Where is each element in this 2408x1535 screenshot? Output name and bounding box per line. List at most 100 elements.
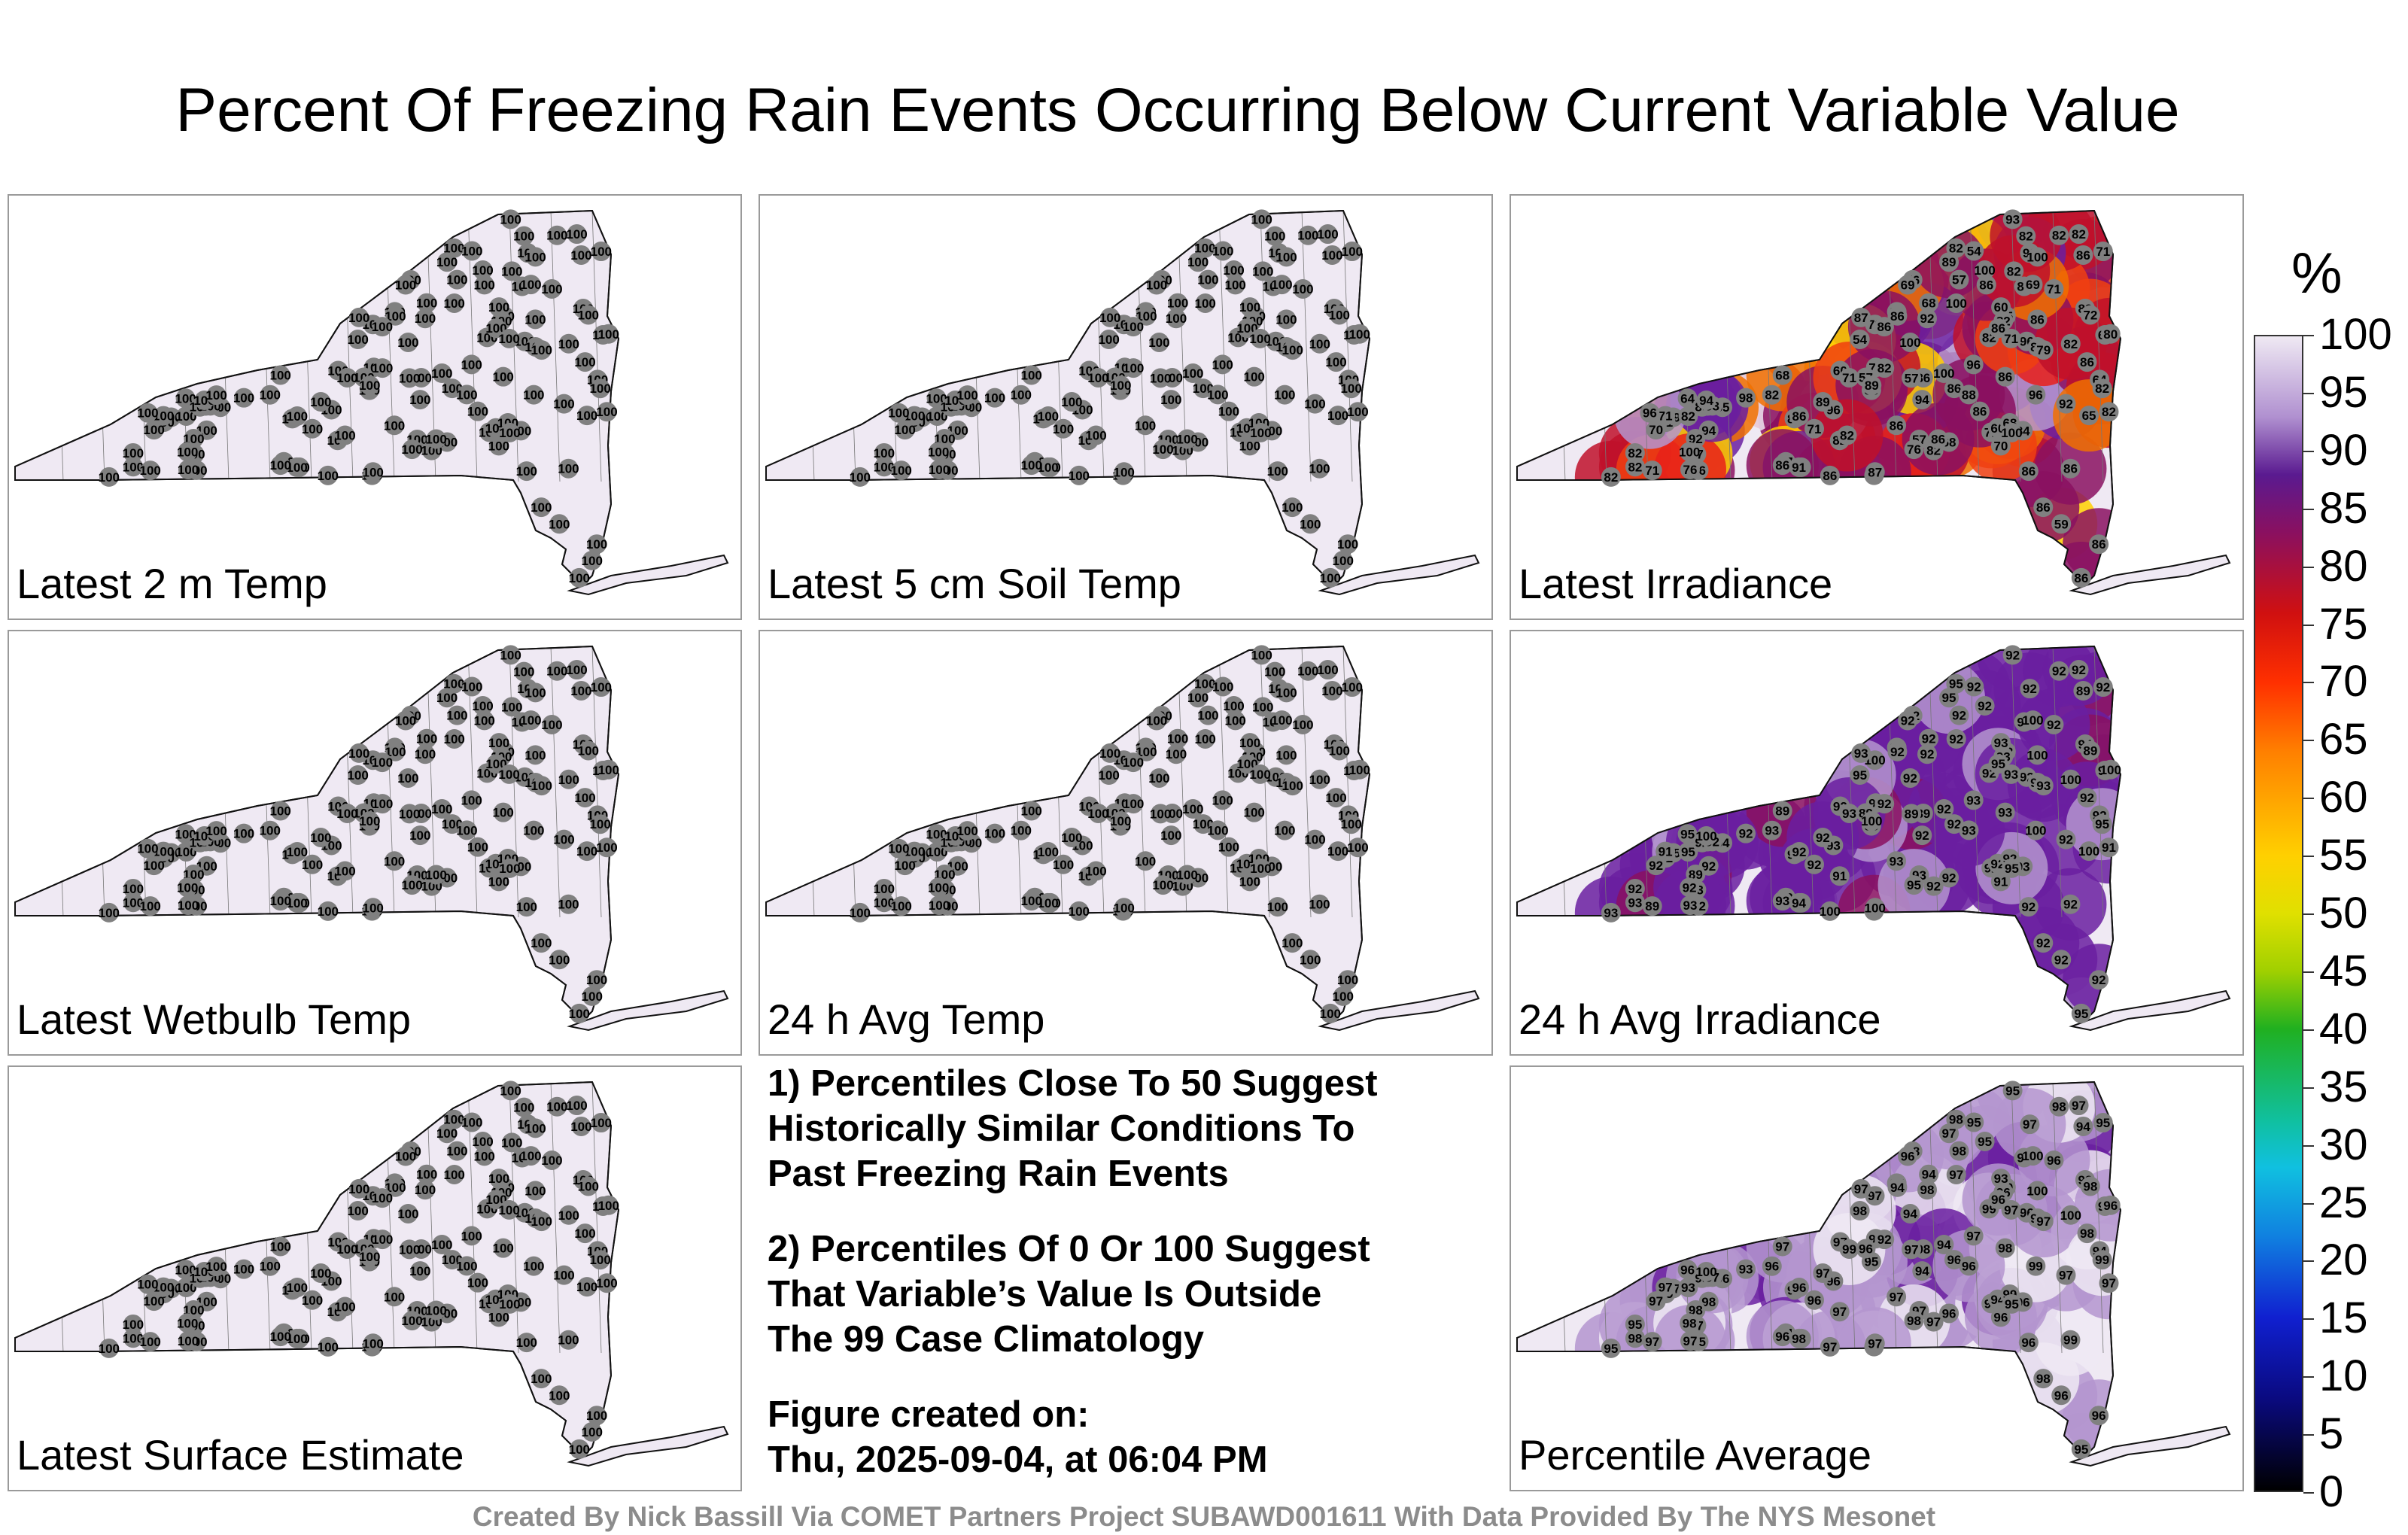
station-value: 100: [1327, 409, 1348, 423]
station-marker: 92: [1919, 728, 1939, 749]
station-dot: [2093, 242, 2113, 262]
station-value: 100: [175, 827, 196, 841]
station-dot: [578, 1176, 598, 1196]
station-dot: [1917, 744, 1937, 764]
station-marker: 89: [1939, 252, 1960, 272]
station-value: 82: [1765, 388, 1779, 403]
colorbar-tick-label: 80: [2319, 541, 2368, 591]
station-marker: 100: [372, 1188, 393, 1208]
station-value: 100: [137, 406, 158, 421]
station-dot: [525, 745, 546, 765]
station-value: 93: [1775, 894, 1789, 908]
station-value: 100: [524, 748, 546, 762]
station-marker: 100: [498, 328, 520, 348]
station-value: 100: [287, 409, 308, 424]
station-dot: [2071, 567, 2091, 588]
station-dot: [926, 388, 947, 409]
station-dot: [578, 740, 598, 761]
station-marker: 100: [461, 1226, 482, 1246]
station-dot: [525, 1118, 546, 1138]
station-marker: 100: [336, 1239, 358, 1259]
station-value: 93: [1994, 1172, 2008, 1186]
station-dot: [457, 820, 477, 840]
station-marker: 98: [1850, 1201, 1870, 1221]
station-value: 100: [1087, 807, 1108, 821]
station-value: 100: [233, 1263, 254, 1277]
station-dot: [1305, 394, 1325, 414]
station-dot: [462, 241, 482, 261]
station-marker: 100: [1110, 375, 1131, 396]
station-marker: 100: [541, 714, 563, 734]
station-marker: 71: [2044, 278, 2064, 299]
station-value: 82: [2095, 381, 2109, 396]
station-marker: 93: [1772, 891, 1792, 911]
station-dot: [874, 892, 894, 913]
station-value: 100: [566, 663, 587, 677]
station-value: 100: [1136, 309, 1157, 324]
station-value: 100: [175, 845, 196, 859]
station-marker: 100: [513, 661, 534, 682]
station-marker: 100: [524, 1118, 546, 1138]
station-value: 92: [1949, 732, 1963, 746]
station-dot: [474, 710, 494, 731]
station-value: 100: [1207, 388, 1228, 402]
station-value: 100: [1225, 278, 1246, 292]
station-marker: 100: [415, 1180, 436, 1200]
station-marker: 100: [395, 710, 416, 731]
station-dot: [1069, 901, 1089, 921]
station-dot: [2002, 209, 2023, 229]
station-dot: [1991, 733, 2011, 753]
created-label: Figure created on:: [768, 1394, 1090, 1435]
station-marker: 92: [2060, 894, 2081, 914]
station-dot: [1195, 728, 1215, 749]
station-dot: [415, 309, 435, 329]
station-marker: 97: [2020, 1114, 2040, 1135]
station-marker: 100: [1087, 803, 1109, 823]
station-value: 96: [2092, 1409, 2106, 1423]
station-marker: 100: [175, 841, 197, 862]
station-dot: [1646, 420, 1666, 440]
station-value: 100: [467, 1276, 488, 1290]
station-dot: [1213, 676, 1233, 697]
station-marker: 96: [1762, 1256, 1782, 1276]
station-value: 100: [260, 388, 281, 403]
station-value: 100: [1317, 663, 1338, 677]
station-dot: [1912, 390, 1932, 410]
station-dot: [1198, 705, 1218, 725]
station-value: 100: [524, 685, 546, 700]
station-marker: 68: [1772, 365, 1792, 385]
station-marker: 100: [520, 1146, 542, 1166]
station-marker: 96: [1959, 1256, 1979, 1276]
county-line: [2052, 1082, 2063, 1354]
station-value: 100: [456, 388, 477, 402]
station-dot: [489, 297, 509, 318]
station-value: 100: [1223, 699, 1244, 713]
station-marker: 100: [474, 1146, 495, 1166]
station-marker: 92: [2049, 661, 2069, 681]
station-dot: [1919, 728, 1939, 749]
station-dot: [587, 1406, 607, 1426]
station-value: 86: [1998, 370, 2012, 385]
station-value: 100: [1300, 517, 1321, 531]
station-value: 100: [904, 409, 925, 424]
station-marker: 92: [1949, 705, 1969, 725]
station-dot: [1069, 465, 1089, 485]
station-dot: [1239, 436, 1260, 456]
station-marker: 86: [2033, 497, 2054, 518]
station-value: 100: [334, 1300, 355, 1315]
station-marker: 100: [415, 744, 436, 764]
station-value: 92: [1808, 858, 1822, 872]
station-marker: 100: [1212, 241, 1233, 261]
station-dot: [1224, 696, 1244, 716]
station-dot: [1995, 366, 2015, 387]
station-dot: [598, 324, 619, 344]
station-marker: 100: [488, 733, 509, 753]
station-value: 92: [1877, 1233, 1892, 1247]
station-dot: [1772, 1327, 1792, 1347]
station-marker: 100: [1695, 1261, 1717, 1281]
station-marker: 86: [2071, 567, 2091, 588]
station-dot: [234, 1259, 254, 1279]
station-dot: [521, 710, 541, 731]
station-value: 100: [929, 463, 950, 477]
station-value: 86: [2076, 248, 2090, 263]
